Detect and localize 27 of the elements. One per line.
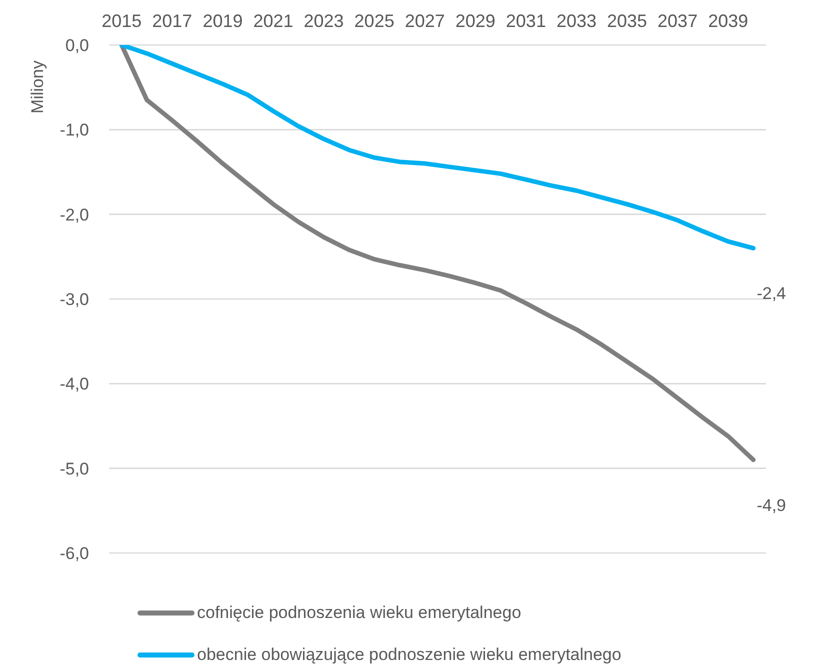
- x-tick-label: 2031: [506, 11, 546, 31]
- y-tick-label: -6,0: [60, 544, 89, 564]
- y-tick-label: -4,0: [60, 374, 89, 394]
- y-tick-label: -2,0: [60, 205, 89, 224]
- x-tick-label: 2025: [354, 11, 394, 31]
- line-series: [119, 45, 756, 250]
- y-tick-label: 0,0: [65, 36, 89, 56]
- y-axis-title: Miliony: [28, 60, 46, 114]
- x-tick-label: 2037: [658, 11, 698, 31]
- x-tick-label: 2021: [253, 11, 294, 31]
- x-tick-label: 2035: [606, 11, 648, 31]
- y-tick-label: -5,0: [60, 459, 89, 478]
- x-tick-label: 2039: [708, 11, 748, 31]
- legend-label: obecnie obowiązujące podnoszenie wieku emerytalnego: [197, 645, 622, 665]
- x-tick-label: 2017: [152, 11, 192, 31]
- y-tick-label: -1,0: [60, 120, 89, 140]
- x-tick-label: 2023: [304, 11, 344, 31]
- x-tick-label: 2033: [556, 11, 597, 31]
- x-tick-label: 2029: [455, 11, 496, 31]
- line-series: [119, 45, 756, 462]
- data-label: -2,4: [756, 284, 786, 303]
- y-tick-label: -3,0: [60, 290, 89, 310]
- x-tick-label: 2019: [202, 11, 243, 31]
- legend-label: cofnięcie podnoszenia wieku emerytalnego: [197, 603, 522, 623]
- data-label: -4,9: [756, 495, 786, 514]
- x-tick-label: 2015: [102, 11, 142, 31]
- x-tick-label: 2027: [404, 11, 445, 31]
